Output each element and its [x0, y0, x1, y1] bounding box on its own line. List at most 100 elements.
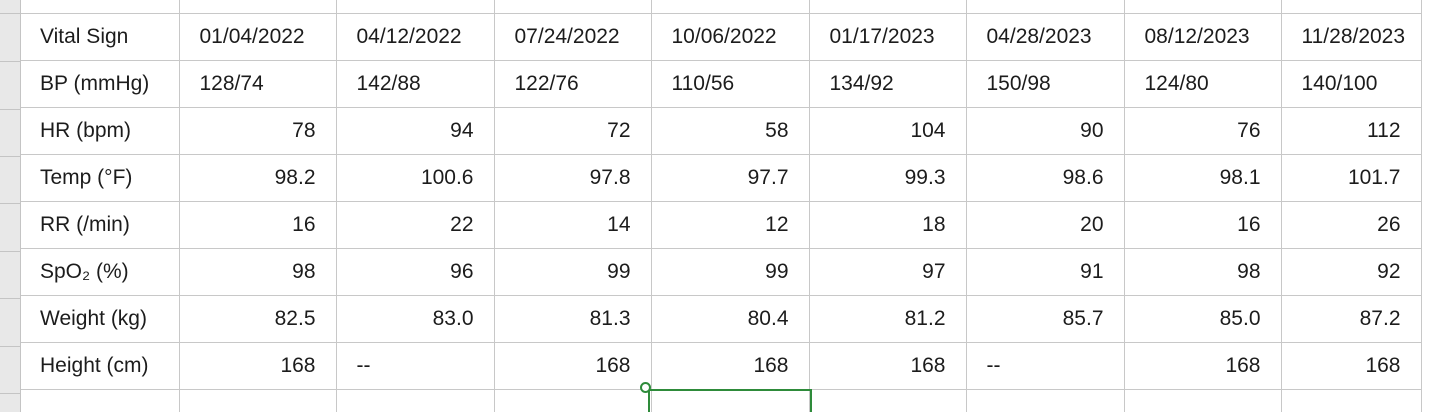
table-cell[interactable] — [966, 389, 1125, 412]
table-cell[interactable]: 98 — [179, 248, 337, 296]
table-cell[interactable]: 168 — [1124, 342, 1282, 390]
table-cell[interactable]: 18 — [809, 201, 967, 249]
table-cell[interactable] — [809, 0, 967, 14]
table-cell[interactable] — [179, 389, 337, 412]
table-cell[interactable] — [966, 0, 1125, 14]
table-cell[interactable]: 104 — [809, 107, 967, 155]
table-cell[interactable]: 20 — [966, 201, 1125, 249]
table-cell[interactable]: 97.7 — [651, 154, 810, 202]
table-cell[interactable]: -- — [966, 342, 1125, 390]
row-label-cell[interactable]: Temp (°F) — [21, 154, 180, 202]
table-cell[interactable]: 85.7 — [966, 295, 1125, 343]
header-cell-date[interactable]: 04/12/2022 — [336, 13, 495, 61]
table-cell[interactable]: 22 — [336, 201, 495, 249]
table-cell[interactable]: 100.6 — [336, 154, 495, 202]
table-cell[interactable]: 140/100 — [1281, 60, 1422, 108]
table-cell[interactable]: 96 — [336, 248, 495, 296]
table-cell[interactable]: 97.8 — [494, 154, 652, 202]
table-cell[interactable] — [651, 389, 810, 412]
table-cell[interactable]: 168 — [494, 342, 652, 390]
table-cell[interactable]: 168 — [1281, 342, 1422, 390]
table-cell[interactable]: 97 — [809, 248, 967, 296]
table-cell[interactable]: 128/74 — [179, 60, 337, 108]
header-cell-date[interactable]: 08/12/2023 — [1124, 13, 1282, 61]
table-cell[interactable]: 87.2 — [1281, 295, 1422, 343]
table-cell[interactable]: 98.1 — [1124, 154, 1282, 202]
table-cell[interactable]: 83.0 — [336, 295, 495, 343]
header-cell-date[interactable]: 01/04/2022 — [179, 13, 337, 61]
table-cell[interactable]: 85.0 — [1124, 295, 1282, 343]
table-cell[interactable]: 168 — [179, 342, 337, 390]
table-cell[interactable] — [1124, 389, 1282, 412]
table-cell[interactable] — [1281, 0, 1422, 14]
header-cell-date[interactable]: 01/17/2023 — [809, 13, 967, 61]
table-cell[interactable]: 142/88 — [336, 60, 495, 108]
table-cell[interactable]: 99 — [494, 248, 652, 296]
table-cell[interactable]: 98.6 — [966, 154, 1125, 202]
row-label-cell[interactable]: Weight (kg) — [21, 295, 180, 343]
row-label-cell[interactable]: Height (cm) — [21, 342, 180, 390]
table-cell[interactable]: 168 — [809, 342, 967, 390]
table-cell[interactable]: 81.2 — [809, 295, 967, 343]
table-cell[interactable]: 78 — [179, 107, 337, 155]
row-header-column[interactable] — [0, 0, 21, 412]
header-cell-date[interactable]: 10/06/2022 — [651, 13, 810, 61]
table-cell[interactable] — [21, 389, 180, 412]
table-cell[interactable]: 99 — [651, 248, 810, 296]
table-cell[interactable]: 26 — [1281, 201, 1422, 249]
table-cell[interactable]: 98 — [1124, 248, 1282, 296]
table-cell[interactable] — [336, 0, 495, 14]
table-cell[interactable]: 90 — [966, 107, 1125, 155]
selection-drag-handle[interactable] — [640, 382, 651, 393]
header-cell-vital-sign[interactable]: Vital Sign — [21, 13, 180, 61]
table-cell[interactable]: 110/56 — [651, 60, 810, 108]
row-header-divider — [0, 251, 21, 252]
table-cell[interactable] — [21, 0, 180, 14]
table-cell[interactable]: -- — [336, 342, 495, 390]
row-label-cell[interactable]: SpO₂ (%) — [21, 248, 180, 296]
header-cell-date[interactable]: 04/28/2023 — [966, 13, 1125, 61]
table-cell[interactable]: 94 — [336, 107, 495, 155]
header-cell-date[interactable]: 07/24/2022 — [494, 13, 652, 61]
table-cell[interactable]: 124/80 — [1124, 60, 1282, 108]
table-row-temp: Temp (°F) 98.2 100.6 97.8 97.7 99.3 98.6… — [21, 154, 1422, 202]
table-cell[interactable] — [1281, 389, 1422, 412]
row-header-divider — [0, 203, 21, 204]
table-cell[interactable] — [651, 0, 810, 14]
selected-cell-outline[interactable] — [648, 389, 812, 412]
table-cell[interactable]: 101.7 — [1281, 154, 1422, 202]
table-cell[interactable] — [1124, 0, 1282, 14]
table-cell[interactable]: 58 — [651, 107, 810, 155]
table-cell[interactable]: 76 — [1124, 107, 1282, 155]
table-cell[interactable]: 168 — [651, 342, 810, 390]
table-cell[interactable]: 122/76 — [494, 60, 652, 108]
row-label-cell[interactable]: BP (mmHg) — [21, 60, 180, 108]
table-cell[interactable]: 81.3 — [494, 295, 652, 343]
table-cell[interactable]: 82.5 — [179, 295, 337, 343]
table-cell[interactable]: 92 — [1281, 248, 1422, 296]
table-cell[interactable]: 80.4 — [651, 295, 810, 343]
table-cell[interactable]: 14 — [494, 201, 652, 249]
table-header-row: Vital Sign 01/04/2022 04/12/2022 07/24/2… — [21, 13, 1422, 61]
row-label-cell[interactable]: RR (/min) — [21, 201, 180, 249]
table-cell[interactable]: 91 — [966, 248, 1125, 296]
table-cell[interactable]: 112 — [1281, 107, 1422, 155]
table-cell[interactable]: 12 — [651, 201, 810, 249]
table-cell[interactable]: 16 — [179, 201, 337, 249]
table-cell[interactable]: 99.3 — [809, 154, 967, 202]
table-cell[interactable]: 150/98 — [966, 60, 1125, 108]
table-cell[interactable] — [494, 389, 652, 412]
table-cell[interactable] — [809, 389, 967, 412]
table-cell[interactable] — [179, 0, 337, 14]
table-cell[interactable]: 134/92 — [809, 60, 967, 108]
table-cell[interactable] — [336, 389, 495, 412]
table-cell[interactable]: 72 — [494, 107, 652, 155]
header-cell-date[interactable]: 11/28/2023 — [1281, 13, 1422, 61]
table-cell[interactable]: 98.2 — [179, 154, 337, 202]
table-row-height: Height (cm) 168 -- 168 168 168 -- 168 16… — [21, 342, 1422, 390]
table-cell[interactable]: 16 — [1124, 201, 1282, 249]
vitals-table: Vital Sign 01/04/2022 04/12/2022 07/24/2… — [21, 0, 1422, 412]
table-cell[interactable] — [494, 0, 652, 14]
row-label-cell[interactable]: HR (bpm) — [21, 107, 180, 155]
